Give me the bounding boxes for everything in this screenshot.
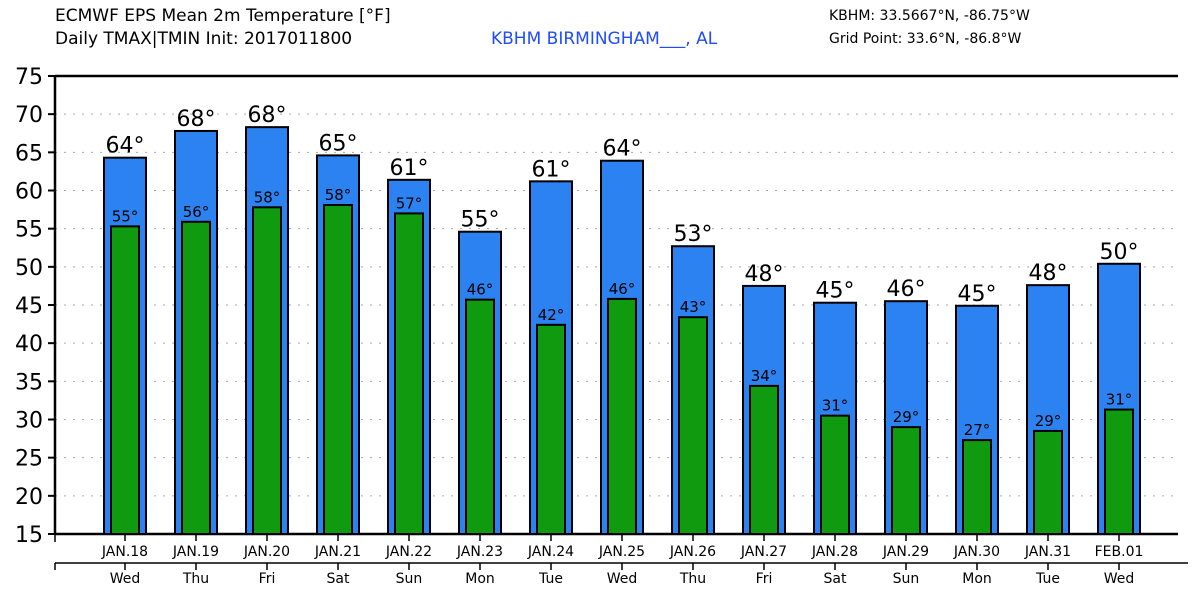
y-tick-label: 40 [15,332,43,357]
tmin-bar [252,206,282,535]
y-tick-label: 20 [15,485,43,510]
chart-subtitle: Daily TMAX|TMIN Init: 2017011800 [55,29,353,49]
y-tick-label: 60 [15,180,43,205]
station-coords: KBHM: 33.5667°N, -86.75°W [829,8,1030,24]
weekday-label: Tue [1035,571,1060,587]
tmax-label: 61° [532,157,571,182]
tmin-label: 29° [893,408,920,426]
tmax-label: 53° [674,222,713,247]
y-tick-label: 50 [15,256,43,281]
y-tick-label: 75 [15,65,43,90]
weekday-label: Fri [259,571,276,587]
tmin-label: 34° [751,367,778,385]
tmin-label: 55° [112,207,139,225]
tmin-bar [749,384,779,535]
y-tick-label: 30 [15,409,43,434]
tmin-bar [1033,429,1063,536]
tmin-label: 42° [538,306,565,324]
tmin-label: 31° [822,397,849,415]
weekday-label: Mon [465,571,495,587]
y-tick-label: 15 [15,523,43,548]
tmin-bar [607,297,637,536]
tmin-label: 56° [183,203,210,221]
x-tick-label: JAN.28 [811,544,858,560]
x-tick-label: JAN.24 [527,544,574,560]
y-tick-label: 25 [15,447,43,472]
tmin-bar [465,298,495,536]
tmax-label: 64° [603,137,642,162]
tmin-bar [110,225,140,535]
tmax-label: 48° [745,262,784,287]
tmin-label: 31° [1106,391,1133,409]
tmin-label: 43° [680,298,707,316]
tmax-label: 48° [1029,261,1068,286]
grid-point: Grid Point: 33.6°N, -86.8°W [829,31,1022,47]
tmin-bar [323,204,353,535]
tmin-bar [962,439,992,535]
tmin-bar [181,220,211,535]
tmin-bar [820,414,850,535]
tmax-label: 61° [390,156,429,181]
weekday-label: Mon [962,571,992,587]
weekday-label: Wed [1104,571,1135,587]
y-tick-label: 45 [15,294,43,319]
weekday-label: Sat [327,571,350,587]
weekday-label: Sat [824,571,847,587]
tmin-label: 27° [964,421,991,439]
tmax-label: 68° [248,103,287,128]
tmax-label: 46° [887,277,926,302]
weekday-label: Thu [679,571,706,587]
y-tick-label: 35 [15,370,43,395]
x-tick-label: JAN.18 [101,544,148,560]
x-tick-label: JAN.23 [456,544,503,560]
x-tick-label: JAN.27 [740,544,787,560]
x-tick-label: JAN.30 [953,544,1000,560]
tmax-label: 65° [319,131,358,156]
tmin-bar [536,323,566,536]
tmax-label: 55° [461,208,500,233]
weekday-label: Sun [893,571,920,587]
weekday-label: Thu [182,571,209,587]
tmax-label: 50° [1100,240,1139,265]
weekday-label: Sun [396,571,423,587]
tmin-label: 29° [1035,412,1062,430]
tmin-label: 57° [396,194,423,212]
weekday-label: Wed [607,571,638,587]
x-tick-label: JAN.25 [598,544,645,560]
tmax-label: 45° [816,279,855,304]
tmax-label: 68° [177,107,216,132]
x-tick-label: FEB.01 [1095,544,1144,560]
x-tick-label: JAN.19 [172,544,219,560]
x-tick-label: JAN.20 [243,544,290,560]
weekday-label: Wed [110,571,141,587]
tmin-label: 46° [467,281,494,299]
tmin-bar [678,316,708,536]
chart-title: ECMWF EPS Mean 2m Temperature [°F] [55,6,391,26]
x-tick-label: JAN.22 [385,544,432,560]
tmin-label: 58° [254,188,281,206]
x-tick-label: JAN.21 [314,544,361,560]
weekday-label: Tue [538,571,563,587]
y-tick-label: 55 [15,218,43,243]
tmax-label: 64° [106,134,145,159]
tmin-bar [1104,408,1134,535]
tmin-label: 58° [325,186,352,204]
tmin-bar [891,426,921,535]
tmin-bar [394,212,424,535]
x-tick-label: JAN.31 [1024,544,1071,560]
x-tick-label: JAN.29 [882,544,929,560]
tmin-label: 46° [609,280,636,298]
station-name: KBHM BIRMINGHAM___, AL [491,29,718,49]
tmax-label: 45° [958,282,997,307]
y-tick-label: 70 [15,103,43,128]
y-tick-label: 65 [15,141,43,166]
weekday-label: Fri [756,571,773,587]
x-tick-label: JAN.26 [669,544,716,560]
